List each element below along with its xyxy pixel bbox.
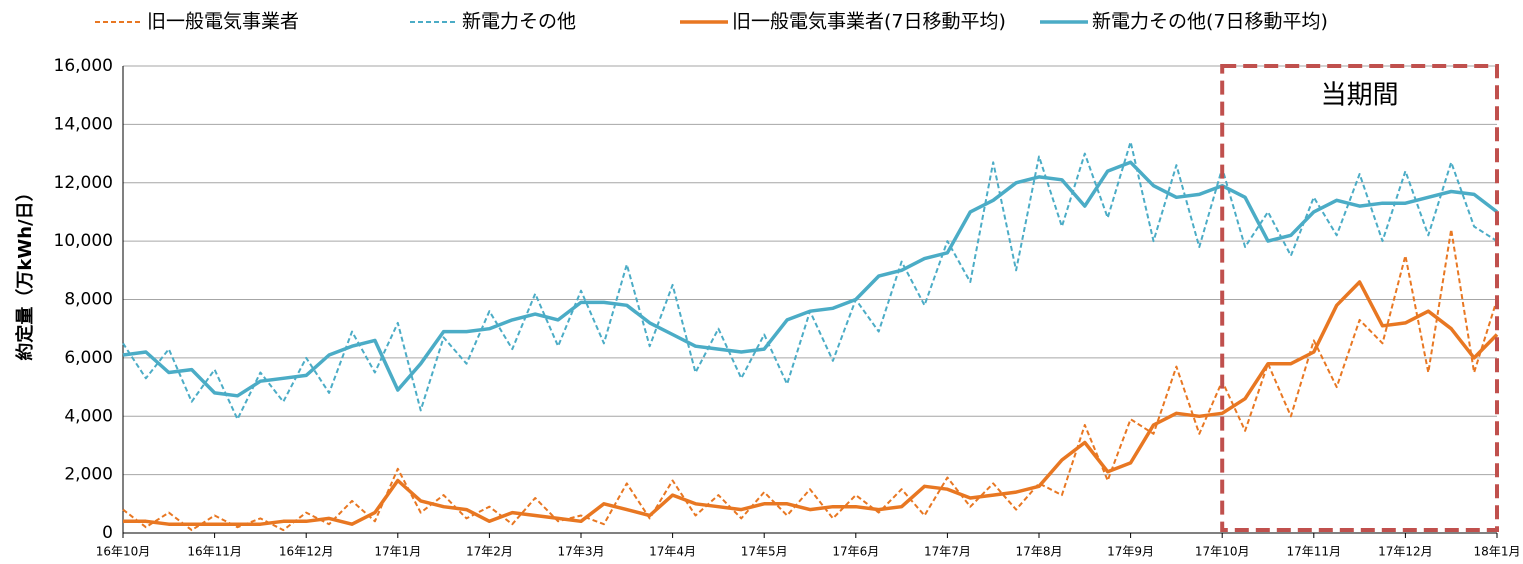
series-line <box>122 228 1498 532</box>
x-tick-label: 17年1月 <box>374 545 421 559</box>
x-tick-label: 16年12月 <box>279 545 334 559</box>
x-tick-label: 17年5月 <box>741 545 788 559</box>
y-tick-label: 10,000 <box>54 231 113 251</box>
x-tick-label: 16年10月 <box>96 545 151 559</box>
y-axis-label: 約定量（万kWh/日） <box>14 183 36 360</box>
x-tick-label: 16年11月 <box>187 545 242 559</box>
x-tick-label: 17年3月 <box>558 545 605 559</box>
x-tick-label: 17年11月 <box>1287 545 1342 559</box>
highlight-label: 当期間 <box>1321 81 1399 111</box>
x-tick-label: 17年12月 <box>1378 545 1433 559</box>
legend-label: 新電力その他(7日移動平均) <box>1092 11 1328 33</box>
series-line <box>122 160 1499 398</box>
highlight-box <box>1220 64 1499 532</box>
y-tick-label: 8,000 <box>64 290 113 310</box>
y-tick-label: 12,000 <box>54 173 113 193</box>
x-tick-label: 17年6月 <box>832 545 879 559</box>
y-tick-label: 4,000 <box>64 406 113 426</box>
legend-label: 旧一般電気事業者 <box>147 11 299 33</box>
x-tick-label: 17年10月 <box>1195 545 1250 559</box>
x-tick-label: 17年9月 <box>1107 545 1154 559</box>
y-tick-label: 2,000 <box>64 465 113 485</box>
legend-label: 旧一般電気事業者(7日移動平均) <box>732 11 1006 33</box>
y-tick-label: 0 <box>102 523 113 543</box>
x-tick-label: 17年2月 <box>466 545 513 559</box>
series-line <box>122 140 1498 421</box>
x-tick-label: 17年7月 <box>924 545 971 559</box>
y-tick-label: 14,000 <box>54 114 113 134</box>
series-line <box>123 280 1499 526</box>
x-tick-label: 18年1月 <box>1474 545 1521 559</box>
x-tick-label: 17年8月 <box>1016 545 1063 559</box>
x-tick-label: 17年4月 <box>649 545 696 559</box>
legend-label: 新電力その他 <box>462 11 576 33</box>
y-tick-label: 6,000 <box>64 348 113 368</box>
y-tick-label: 16,000 <box>54 56 113 76</box>
